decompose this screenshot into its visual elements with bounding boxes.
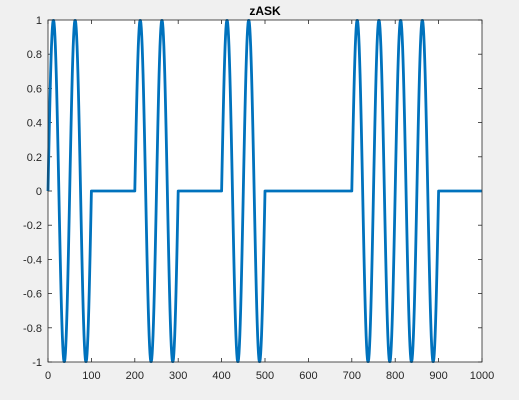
ticks-layer: 0 100 200 300 400 500 600 700 800 900 1000 1 0.8 0.6 0… — [23, 15, 494, 382]
x-tick-label: 800 — [386, 370, 404, 382]
x-tick-label: 700 — [343, 370, 361, 382]
x-tick-label: 500 — [256, 370, 274, 382]
x-tick-label: 900 — [429, 370, 447, 382]
y-tick-label: -0.4 — [23, 254, 42, 266]
x-tick-label: 0 — [45, 370, 51, 382]
y-tick-label: -0.6 — [23, 289, 42, 301]
y-tick-label: -1 — [32, 357, 42, 369]
x-tick-label: 100 — [82, 370, 100, 382]
x-tick-label: 400 — [212, 370, 230, 382]
y-tick-label: -0.8 — [23, 323, 42, 335]
y-tick-label: 0.4 — [27, 118, 42, 130]
y-tick-label: 0 — [36, 186, 42, 198]
chart-title: zASK — [249, 4, 281, 18]
y-tick-label: 0.6 — [27, 83, 42, 95]
ask-signal-line — [46, 18, 483, 364]
y-tick-label: -0.2 — [23, 220, 42, 232]
x-tick-label: 200 — [126, 370, 144, 382]
series-layer — [46, 18, 483, 364]
y-tick-label: 1 — [36, 15, 42, 27]
x-tick-label: 1000 — [470, 370, 494, 382]
y-tick-label: 0.8 — [27, 49, 42, 61]
plot-area-frame — [47, 19, 483, 363]
x-tick-label: 300 — [169, 370, 187, 382]
x-tick-label: 600 — [299, 370, 317, 382]
y-tick-label: 0.2 — [27, 152, 42, 164]
